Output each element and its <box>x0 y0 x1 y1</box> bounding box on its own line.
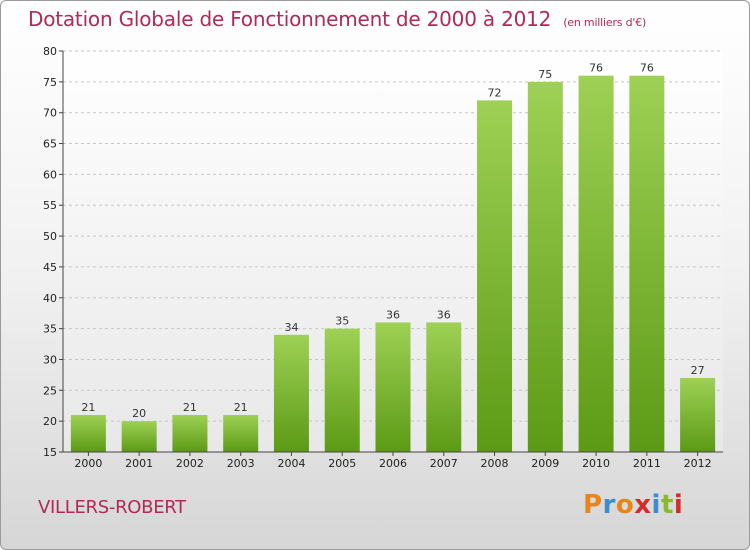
logo-letter: i <box>673 490 684 520</box>
data-label: 21 <box>81 401 95 414</box>
x-tick-label: 2011 <box>633 457 661 470</box>
bar <box>70 414 106 452</box>
x-tick-label: 2004 <box>277 457 305 470</box>
logo-letter: i <box>651 490 661 520</box>
chart-title-text: Dotation Globale de Fonctionnement de 20… <box>28 7 552 31</box>
bar <box>527 81 563 452</box>
bar <box>629 75 665 452</box>
data-label: 36 <box>437 308 451 321</box>
data-label: 75 <box>538 68 552 81</box>
logo-letter: t <box>660 490 674 520</box>
bar <box>426 322 462 452</box>
logo-letter: o <box>615 490 635 520</box>
logo-letter: r <box>602 490 616 520</box>
y-tick-label: 40 <box>43 292 57 305</box>
x-tick-label: 2012 <box>684 457 712 470</box>
x-tick-label: 2008 <box>481 457 509 470</box>
bar <box>324 328 360 452</box>
data-label: 21 <box>183 401 197 414</box>
bar <box>375 322 411 452</box>
y-tick-label: 60 <box>43 168 57 181</box>
y-tick-label: 70 <box>43 107 57 120</box>
bar <box>578 75 614 452</box>
logo-letter: P <box>583 490 603 520</box>
data-label: 34 <box>284 321 298 334</box>
x-tick-label: 2010 <box>582 457 610 470</box>
x-tick-label: 2009 <box>531 457 559 470</box>
bar <box>273 334 309 452</box>
bars: 21 20 21 21 34 35 36 36 72 75 76 76 27 <box>70 62 716 452</box>
logo-letter: x <box>634 490 652 520</box>
x-tick-label: 2006 <box>379 457 407 470</box>
y-tick-label: 65 <box>43 138 57 151</box>
data-label: 21 <box>234 401 248 414</box>
x-tick-label: 2003 <box>227 457 255 470</box>
data-label: 27 <box>691 364 705 377</box>
x-tick-label: 2005 <box>328 457 356 470</box>
bar <box>223 414 259 452</box>
y-tick-label: 55 <box>43 199 57 212</box>
proxiti-logo[interactable]: Proxiti <box>583 490 683 520</box>
data-label: 76 <box>640 62 654 75</box>
data-label: 20 <box>132 407 146 420</box>
x-tick-label: 2007 <box>430 457 458 470</box>
bar <box>477 100 513 452</box>
bar <box>680 377 716 452</box>
y-tick-label: 15 <box>43 446 57 459</box>
data-label: 36 <box>386 308 400 321</box>
place-name: VILLERS-ROBERT <box>38 497 186 518</box>
bar <box>172 414 208 452</box>
x-tick-label: 2000 <box>74 457 102 470</box>
y-tick-label: 80 <box>43 45 57 58</box>
y-tick-label: 20 <box>43 415 57 428</box>
x-axis: 2000 2001 2002 2003 2004 2005 2006 2007 2008 2009… <box>74 452 712 470</box>
y-tick-label: 30 <box>43 353 57 366</box>
y-tick-label: 45 <box>43 261 57 274</box>
chart-subtitle: (en milliers d'€) <box>563 16 647 29</box>
x-tick-label: 2001 <box>125 457 153 470</box>
chart-title: Dotation Globale de Fonctionnement de 20… <box>28 7 646 31</box>
y-tick-label: 25 <box>43 384 57 397</box>
y-tick-label: 50 <box>43 230 57 243</box>
y-tick-label: 35 <box>43 323 57 336</box>
x-tick-label: 2002 <box>176 457 204 470</box>
data-label: 35 <box>335 315 349 328</box>
y-tick-label: 75 <box>43 76 57 89</box>
data-label: 76 <box>589 62 603 75</box>
bar <box>121 421 157 452</box>
data-label: 72 <box>488 86 502 99</box>
y-axis: 15 20 25 30 35 40 45 50 55 60 65 70 75 80 <box>43 45 63 459</box>
